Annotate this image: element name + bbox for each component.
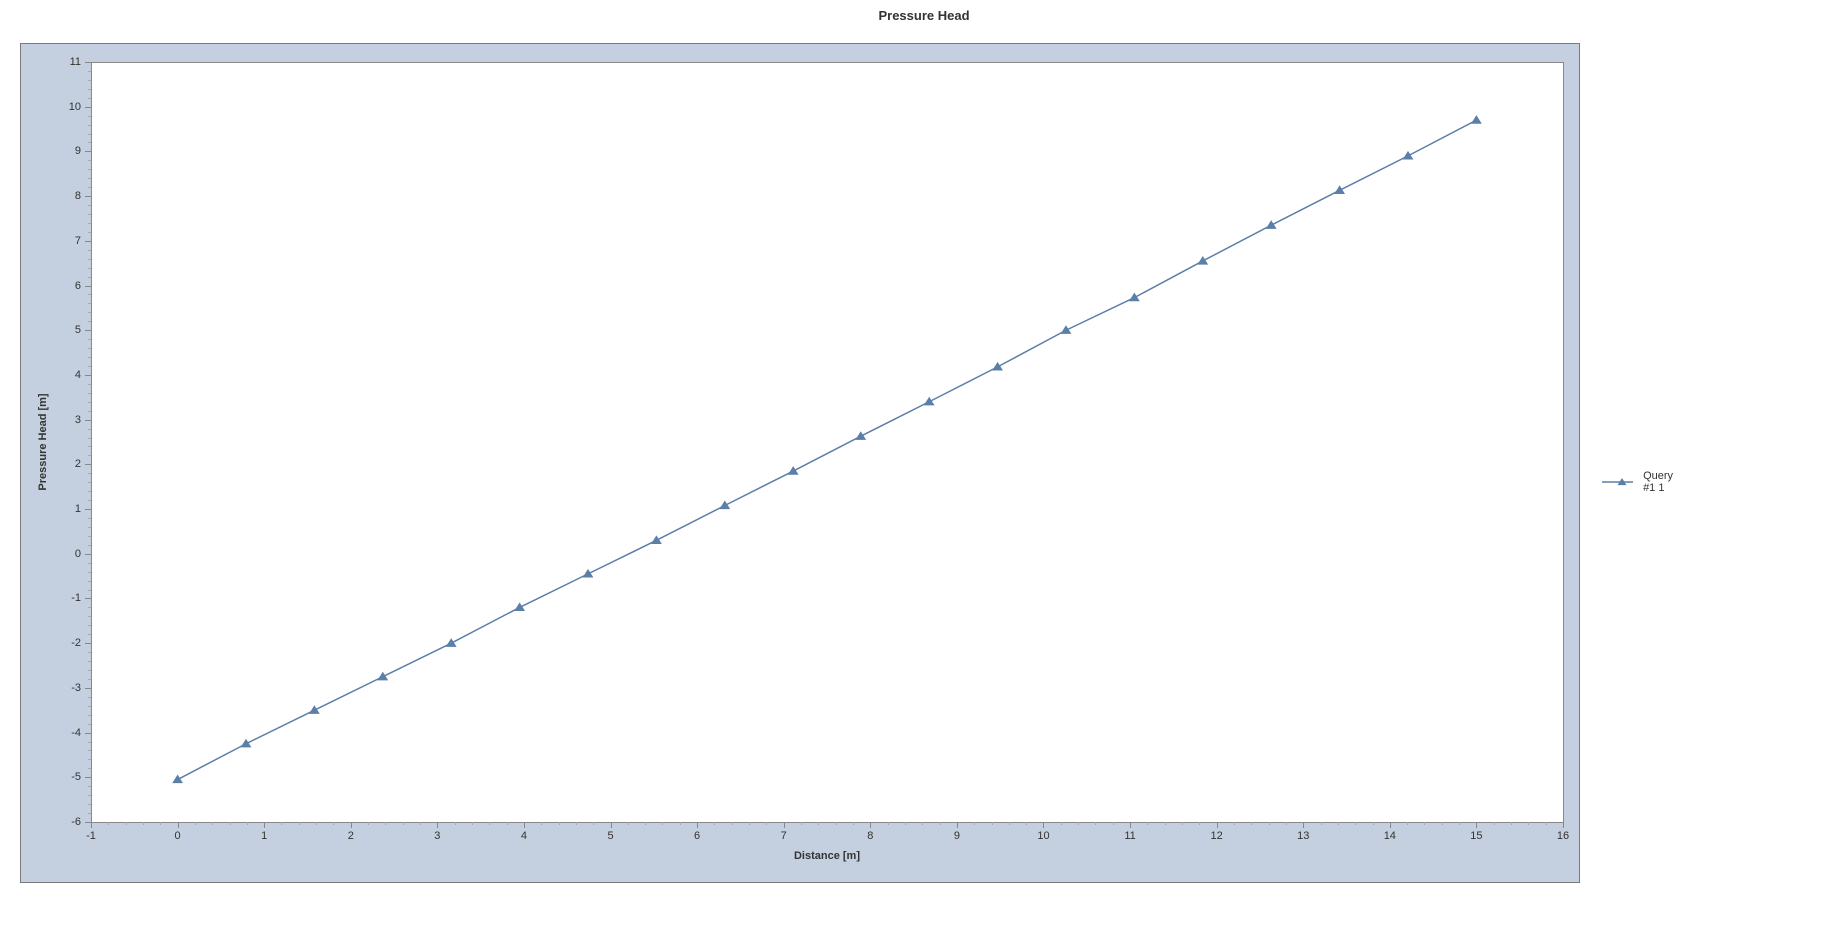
plot-area [91,62,1563,822]
chart-panel: -1012345678910111213141516-6-5-4-3-2-101… [20,43,1580,883]
x-tick-label: 10 [1037,830,1049,842]
y-tick-label: 4 [75,369,81,381]
y-tick-label: 7 [75,235,81,247]
chart-title: Pressure Head [0,0,1848,23]
y-tick-label: 10 [69,101,81,113]
y-tick-label: -5 [71,771,81,783]
y-tick-label: 6 [75,280,81,292]
y-tick-label: 5 [75,324,81,336]
y-tick-label: 0 [75,548,81,560]
y-axis-title: Pressure Head [m] [37,393,49,490]
x-tick-label: 7 [781,830,787,842]
x-axis-title: Distance [m] [794,850,860,862]
y-tick-label: 1 [75,503,81,515]
y-tick-label: 11 [70,56,81,68]
y-tick-label: -3 [71,682,81,694]
x-tick-label: 6 [694,830,700,842]
x-tick-label: 12 [1211,830,1223,842]
y-tick-label: -6 [71,816,81,828]
y-tick-label: 8 [75,190,81,202]
x-tick-label: 16 [1557,830,1569,842]
x-tick-label: 1 [261,830,267,842]
x-tick-label: 0 [175,830,181,842]
x-tick-label: 11 [1124,830,1135,842]
y-tick-label: -1 [71,592,81,604]
x-tick-label: 14 [1384,830,1396,842]
x-tick-label: 8 [867,830,873,842]
y-tick-label: 9 [75,145,81,157]
legend-swatch [1600,475,1633,489]
x-tick-label: 3 [434,830,440,842]
y-tick-label: -2 [71,637,81,649]
x-tick-label: 5 [607,830,613,842]
y-tick-label: -4 [71,727,81,739]
x-tick-label: 15 [1470,830,1482,842]
x-tick-label: 9 [954,830,960,842]
x-tick-label: 2 [348,830,354,842]
x-tick-label: 13 [1297,830,1309,842]
x-tick-label: 4 [521,830,527,842]
y-tick-label: 3 [75,414,81,426]
x-tick-label: -1 [86,830,96,842]
y-tick-label: 2 [75,458,81,470]
legend-label: Query #1 1 [1643,470,1684,494]
legend: Query #1 1 [1600,470,1684,494]
